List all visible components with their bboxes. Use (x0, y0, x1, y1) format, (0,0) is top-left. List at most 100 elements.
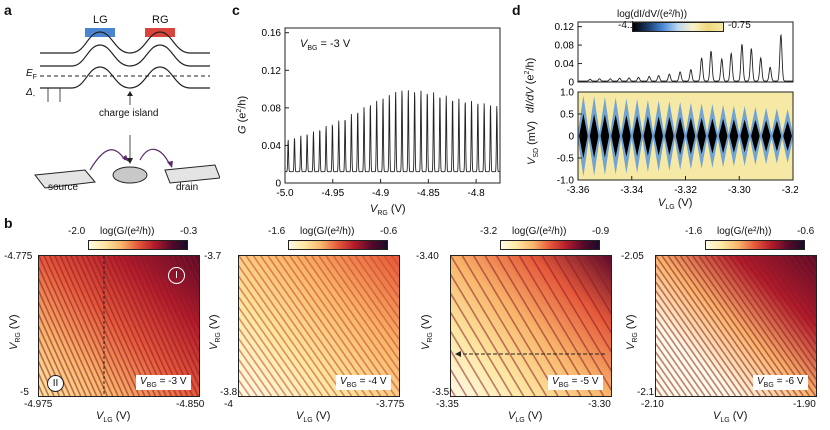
y-tick-label: 0.08 (555, 41, 575, 52)
charge-transition-line (187, 256, 199, 282)
tunnel-arrow-out-icon (139, 148, 171, 166)
lg-label: LG (93, 14, 108, 26)
charge-transition-line (361, 256, 399, 310)
x-tick-label: -5.0 (276, 188, 294, 199)
charge-transition-line (239, 264, 331, 396)
charge-transition-line (332, 256, 399, 351)
conductance-trace (285, 90, 500, 173)
charge-transition-line (473, 256, 559, 396)
charge-transition-line (656, 256, 755, 396)
x-tick-label: -3.34 (620, 185, 643, 196)
y-tick-label: 0.04 (262, 141, 282, 152)
charge-transition-line (325, 256, 399, 362)
charge-transition-line (656, 342, 694, 396)
x-tick-label: -3.32 (674, 185, 697, 196)
charge-transition-line (144, 256, 199, 377)
charge-transition-line (753, 256, 816, 346)
region-i-marker: I (168, 267, 185, 284)
charge-transition-line (451, 311, 502, 396)
charge-transition-line (340, 256, 399, 341)
charge-transition-line (735, 256, 816, 372)
charge-transition-line (564, 256, 611, 334)
delta-label: Δ- (26, 87, 36, 100)
map-ylabel: VRG (V) (625, 314, 640, 350)
map-bg-badge: VBG = -5 V (548, 375, 603, 390)
charge-transition-line (39, 313, 77, 396)
charge-transition-line (461, 256, 548, 396)
drain-label: drain (176, 182, 199, 193)
map-xtick-left: -4 (224, 399, 233, 410)
map-xlabel: VLG (V) (508, 410, 543, 425)
y-tick-label: -0.5 (557, 154, 575, 165)
source-electrode-icon (34, 169, 96, 189)
map-cbar-title: log(G/(e²/h)) (100, 226, 155, 237)
map-ytick-top: -4.775 (4, 251, 33, 262)
chart-d-xlabel: VLG (V) (658, 197, 693, 212)
charge-transition-line (239, 316, 295, 396)
chart-d-top: 0 0.04 0.08 0.12 (555, 21, 794, 88)
charge-transition-line (267, 256, 367, 396)
charge-transition-line (39, 277, 93, 396)
y-tick-label: 0.16 (262, 28, 282, 39)
y-tick-label: 0.12 (555, 22, 575, 33)
map-bg-badge: VBG = -3 V (136, 375, 191, 390)
charge-transition-line (759, 256, 816, 337)
charge-transition-line (91, 256, 157, 396)
y-tick-label: 0 (568, 132, 574, 143)
map-xtick-left: -4.975 (24, 399, 53, 410)
chart-d-top-ylabel: dI/dV (e2/h) (524, 57, 537, 113)
charge-transition-line (451, 349, 479, 396)
linecut-arrow-icon (455, 351, 461, 357)
map-cbar-max: -0.3 (180, 226, 198, 237)
charge-transition-line (239, 306, 302, 396)
rg-label: RG (152, 14, 169, 26)
charge-transition-line (451, 273, 525, 396)
charge-transition-line (656, 324, 706, 396)
charge-transition-line (39, 337, 66, 396)
charge-transition-line (102, 256, 167, 396)
charge-transition-line (239, 285, 316, 396)
charge-transition-line (656, 298, 724, 396)
charge-transition-line (48, 256, 114, 396)
charge-transition-line (274, 256, 375, 396)
charge-transition-line (347, 256, 399, 331)
map-cbar-max: -0.6 (380, 226, 398, 237)
map-colorbar (88, 240, 188, 250)
map-cbar-max: -0.6 (797, 226, 815, 237)
map-xtick-right: -3.30 (588, 399, 611, 410)
map-cbar-min: -1.6 (268, 226, 286, 237)
charge-transition-line (239, 348, 273, 396)
charge-transition-line (354, 256, 399, 320)
map-ytick-bottom: -5 (20, 387, 29, 398)
conductance-map-2 (450, 255, 612, 397)
charge-transition-line (39, 325, 71, 396)
charge-transition-line (451, 368, 468, 396)
charge-transition-line (772, 256, 816, 319)
map-xlabel: VLG (V) (296, 410, 331, 425)
map-ytick-top: -3.40 (416, 251, 439, 262)
charge-transition-line (496, 256, 582, 396)
tunnel-arrow-in-icon (89, 149, 126, 171)
panel-c-label: c (232, 2, 240, 18)
charge-transition-line (245, 256, 345, 396)
y-tick-label: 0.08 (262, 103, 282, 114)
map-ytick-top: -2.05 (621, 251, 644, 262)
conductance-map-3 (655, 255, 817, 397)
map-ylabel: VRG (V) (420, 314, 435, 350)
charge-transition-line (587, 256, 611, 296)
charge-transition-line (289, 256, 389, 396)
charge-transition-line (576, 256, 611, 315)
charge-transition-line (296, 256, 396, 396)
map-cbar-min: -3.2 (480, 226, 498, 237)
charge-transition-line (318, 256, 399, 372)
region-ii-marker: II (47, 375, 64, 392)
x-tick-label: -3.30 (728, 185, 751, 196)
conduction-band-lower (40, 44, 210, 67)
map-ytick-bottom: -3.8 (220, 387, 238, 398)
charge-transition-line (59, 256, 125, 396)
panel-a-schematic (34, 28, 220, 189)
map-cbar-title: log(G/(e²/h)) (717, 226, 772, 237)
charge-transition-line (96, 256, 162, 396)
chart-d-cbar-title: log(dI/dV/(e²/h)) (617, 9, 688, 20)
panel-a-label: a (4, 2, 12, 18)
